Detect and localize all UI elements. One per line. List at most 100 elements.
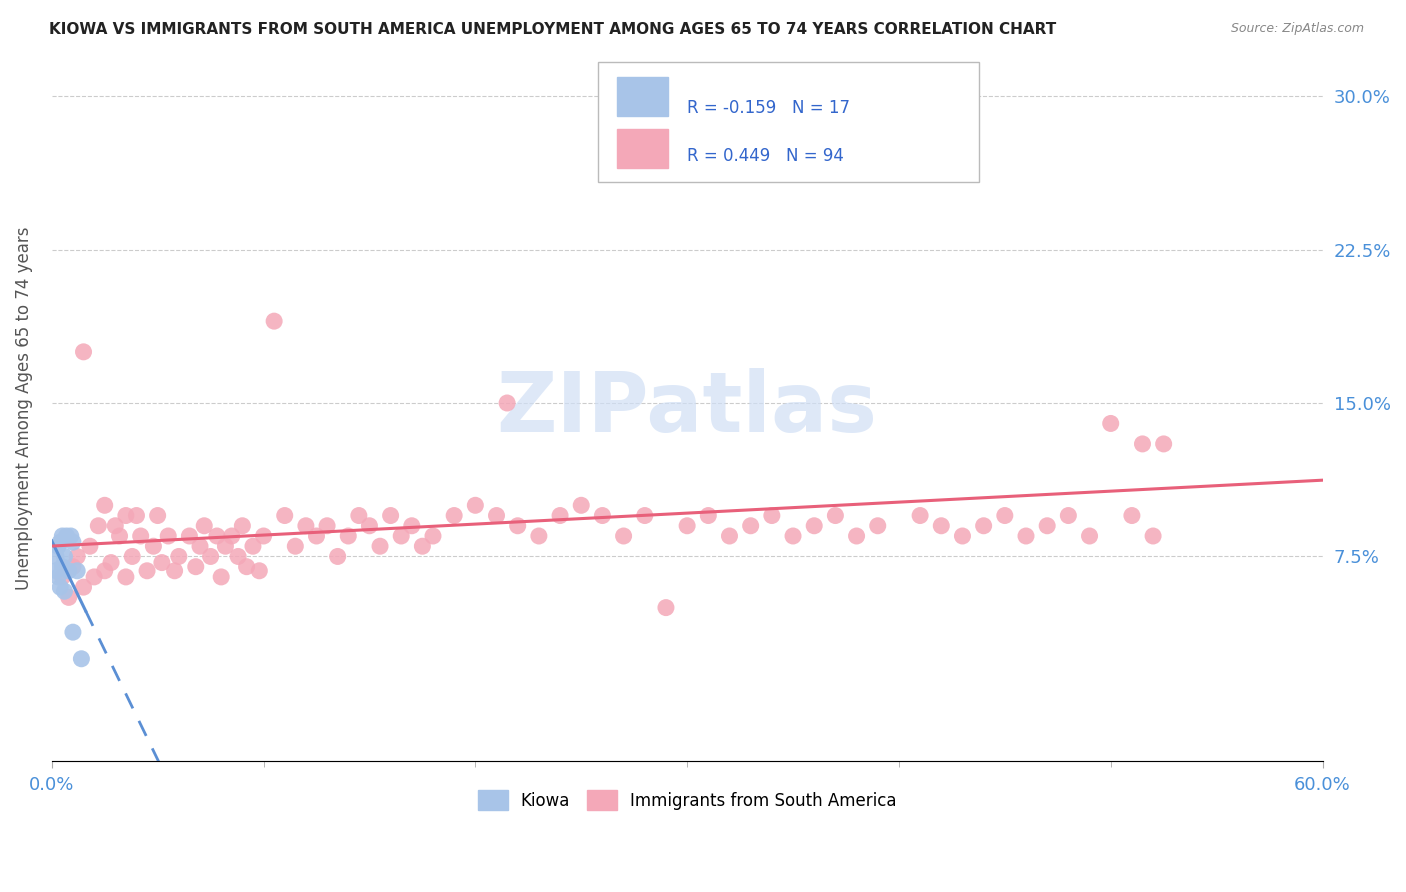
- Point: [359, 518, 381, 533]
- Point: [316, 518, 339, 533]
- Point: [464, 498, 486, 512]
- Point: [548, 508, 571, 523]
- Point: [274, 508, 297, 523]
- Point: [100, 556, 122, 570]
- Point: [506, 518, 529, 533]
- Point: [72, 344, 94, 359]
- Point: [401, 518, 423, 533]
- Point: [51, 559, 73, 574]
- Text: R = 0.449   N = 94: R = 0.449 N = 94: [688, 147, 844, 165]
- Point: [761, 508, 783, 523]
- Point: [49, 580, 72, 594]
- Point: [193, 518, 215, 533]
- Text: KIOWA VS IMMIGRANTS FROM SOUTH AMERICA UNEMPLOYMENT AMONG AGES 65 TO 74 YEARS CO: KIOWA VS IMMIGRANTS FROM SOUTH AMERICA U…: [49, 22, 1056, 37]
- Point: [49, 535, 72, 549]
- Point: [263, 314, 285, 328]
- Point: [368, 539, 391, 553]
- Point: [845, 529, 868, 543]
- Point: [1121, 508, 1143, 523]
- Point: [83, 570, 105, 584]
- Point: [929, 518, 952, 533]
- Point: [952, 529, 974, 543]
- Point: [305, 529, 328, 543]
- Point: [231, 518, 253, 533]
- Point: [45, 564, 67, 578]
- FancyBboxPatch shape: [598, 62, 980, 182]
- Point: [221, 529, 243, 543]
- Point: [908, 508, 931, 523]
- Point: [205, 529, 228, 543]
- Point: [62, 625, 84, 640]
- Point: [1036, 518, 1059, 533]
- Point: [740, 518, 762, 533]
- Point: [782, 529, 804, 543]
- Point: [443, 508, 465, 523]
- Point: [209, 570, 232, 584]
- Point: [46, 539, 69, 553]
- Text: Source: ZipAtlas.com: Source: ZipAtlas.com: [1230, 22, 1364, 36]
- Text: R = -0.159   N = 17: R = -0.159 N = 17: [688, 99, 851, 117]
- Point: [569, 498, 592, 512]
- Point: [380, 508, 402, 523]
- Bar: [617, 129, 668, 168]
- Point: [108, 529, 131, 543]
- Point: [422, 529, 444, 543]
- Point: [53, 549, 76, 564]
- Point: [72, 580, 94, 594]
- Point: [337, 529, 360, 543]
- Point: [62, 559, 84, 574]
- Point: [55, 529, 77, 543]
- Point: [247, 564, 270, 578]
- Point: [389, 529, 412, 543]
- Point: [634, 508, 657, 523]
- Point: [179, 529, 201, 543]
- Point: [87, 518, 110, 533]
- Point: [46, 570, 69, 584]
- Point: [51, 529, 73, 543]
- Point: [485, 508, 508, 523]
- Point: [66, 564, 89, 578]
- Point: [1078, 529, 1101, 543]
- Point: [1057, 508, 1080, 523]
- Point: [235, 559, 257, 574]
- Bar: [617, 78, 668, 116]
- Point: [188, 539, 211, 553]
- Point: [866, 518, 889, 533]
- Legend: Kiowa, Immigrants from South America: Kiowa, Immigrants from South America: [471, 784, 904, 816]
- Point: [252, 529, 274, 543]
- Point: [58, 591, 80, 605]
- Point: [51, 570, 73, 584]
- Point: [242, 539, 264, 553]
- Text: ZIPatlas: ZIPatlas: [496, 368, 877, 449]
- Point: [45, 549, 67, 564]
- Point: [66, 549, 89, 564]
- Point: [129, 529, 152, 543]
- Point: [79, 539, 101, 553]
- Point: [200, 549, 222, 564]
- Point: [1099, 417, 1122, 431]
- Point: [115, 508, 138, 523]
- Point: [1153, 437, 1175, 451]
- Point: [58, 564, 80, 578]
- Point: [591, 508, 613, 523]
- Point: [142, 539, 165, 553]
- Point: [157, 529, 180, 543]
- Point: [146, 508, 169, 523]
- Point: [1015, 529, 1038, 543]
- Point: [184, 559, 207, 574]
- Point: [70, 652, 93, 666]
- Point: [326, 549, 349, 564]
- Point: [59, 529, 82, 543]
- Point: [125, 508, 148, 523]
- Point: [93, 564, 115, 578]
- Point: [803, 518, 825, 533]
- Point: [121, 549, 143, 564]
- Point: [53, 584, 76, 599]
- Point: [136, 564, 159, 578]
- Point: [887, 151, 910, 165]
- Point: [150, 556, 173, 570]
- Point: [93, 498, 115, 512]
- Point: [214, 539, 236, 553]
- Point: [994, 508, 1017, 523]
- Point: [115, 570, 138, 584]
